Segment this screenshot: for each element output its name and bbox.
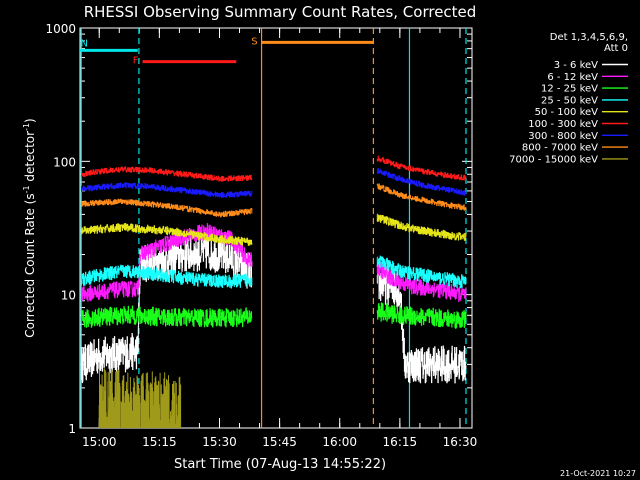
plot-frame — [79, 27, 473, 429]
legend-entry-label: 300 - 800 keV — [528, 131, 598, 142]
x-tick-label: 16:00 — [322, 435, 357, 449]
series-line — [98, 368, 182, 428]
series-line — [376, 266, 467, 384]
x-tick-label: 15:00 — [82, 435, 117, 449]
series-line — [376, 213, 467, 241]
y-axis-label-sup1: -1 — [22, 185, 31, 193]
legend-entry-label: 50 - 100 keV — [535, 107, 599, 118]
x-tick-label: 16:15 — [383, 435, 418, 449]
flag-label-N: N — [81, 38, 88, 49]
series-line — [376, 155, 467, 181]
timestamp: 21-Oct-2021 10:27 — [560, 469, 636, 478]
series-line — [376, 183, 467, 211]
x-tick-label: 15:30 — [202, 435, 237, 449]
flag-label-F: F — [133, 56, 139, 67]
series-line — [376, 261, 467, 302]
legend-header: Det 1,3,4,5,6,9, — [550, 32, 628, 43]
x-tick-label: 16:30 — [443, 435, 478, 449]
chart-title: RHESSI Observing Summary Count Rates, Co… — [84, 3, 477, 21]
y-tick-label: 1 — [68, 422, 76, 436]
series-lines — [81, 155, 467, 428]
y-axis-label-end: ) — [23, 118, 37, 123]
x-tick-label: 15:15 — [142, 435, 177, 449]
y-axis-label-sup2: -1 — [22, 123, 31, 131]
series-line — [376, 302, 467, 329]
x-axis-label: Start Time (07-Aug-13 14:55:22) — [174, 457, 386, 472]
legend-entry-label: 12 - 25 keV — [541, 84, 598, 95]
flag-label-S: S — [251, 36, 257, 47]
y-axis-label-mid: detector — [23, 131, 37, 186]
legend-entry-label: 7000 - 15000 keV — [509, 154, 598, 165]
y-tick-label: 10 — [61, 289, 76, 303]
mode-flag-bars: N F S — [80, 36, 374, 67]
legend-entry-label: 100 - 300 keV — [528, 119, 598, 130]
y-tick-label: 100 — [53, 155, 76, 169]
series-line — [376, 168, 467, 196]
series-line — [81, 264, 253, 289]
series-line — [376, 255, 467, 289]
series-line — [81, 198, 253, 218]
series-line — [81, 223, 253, 246]
plot-axes: 1 10 100 1000 15:00 15:15 15:30 15:45 16:00 16:15… — [45, 22, 477, 449]
y-axis-label: Corrected Count Rate (s-1 detector-1) — [22, 118, 37, 337]
y-axis-label-main: Corrected Count Rate (s — [23, 193, 37, 337]
legend-entry-label: 3 - 6 keV — [554, 60, 598, 71]
series-line — [81, 182, 253, 198]
x-tick-label: 15:45 — [262, 435, 297, 449]
legend-entry-label: 25 - 50 keV — [541, 95, 598, 106]
legend-entry-label: 800 - 7000 keV — [522, 143, 598, 154]
legend-entry-label: 6 - 12 keV — [547, 72, 598, 83]
legend-header: Att 0 — [604, 43, 628, 54]
series-line — [81, 166, 253, 182]
y-tick-label: 1000 — [45, 22, 76, 36]
series-line — [81, 305, 253, 328]
